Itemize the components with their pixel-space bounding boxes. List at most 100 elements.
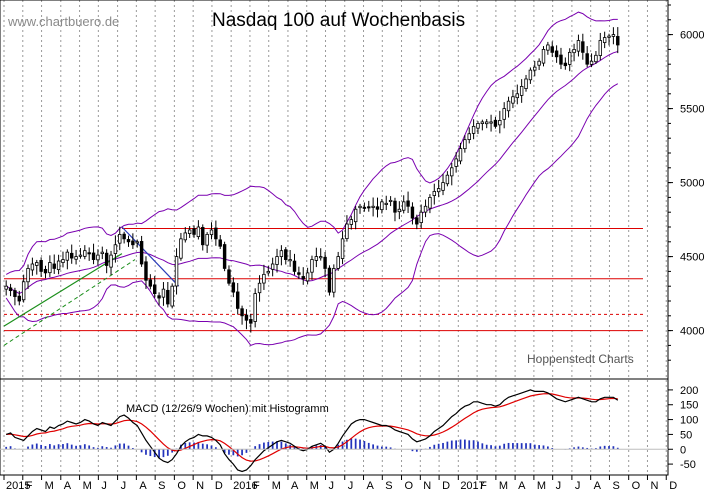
- downtrend-line: [121, 226, 180, 287]
- x-tick-label-10: N: [196, 480, 204, 492]
- candle-body-126: [554, 50, 559, 58]
- x-tick-label-29: J: [556, 480, 562, 492]
- candle-body-82: [362, 206, 367, 209]
- macd-line: [6, 389, 619, 473]
- support-resistance-lines: [4, 227, 643, 332]
- x-tick-label-27: A: [518, 480, 526, 492]
- candle-body-14: [65, 251, 70, 261]
- candle-body-85: [375, 206, 380, 210]
- candle-body-4: [21, 281, 26, 301]
- watermark: www.chartbuero.de: [7, 14, 119, 29]
- candle-body-76: [336, 256, 340, 269]
- x-tick-label-13: F: [253, 480, 260, 492]
- x-tick-label-16: M: [310, 480, 319, 492]
- candle-body-90: [397, 208, 402, 213]
- macd-y-tick-label-5: -50: [680, 459, 696, 471]
- candle-body-92: [406, 200, 410, 207]
- candle-body-17: [78, 254, 83, 257]
- x-tick-label-7: A: [139, 480, 147, 492]
- candle-body-136: [598, 40, 602, 56]
- candle-body-103: [454, 158, 458, 167]
- candle-body-71: [314, 256, 319, 261]
- candle-body-95: [419, 211, 423, 223]
- candle-body-113: [498, 120, 502, 126]
- macd-y-axis: 200 150 100 50 0 -50: [0, 385, 698, 471]
- x-tick-label-26: M: [499, 480, 508, 492]
- candle-body-52: [231, 282, 236, 293]
- candle-body-16: [74, 256, 78, 260]
- candle-body-61: [270, 263, 275, 270]
- candle-body-135: [594, 54, 598, 63]
- x-tick-label-21: O: [405, 480, 414, 492]
- candle-body-127: [559, 54, 563, 65]
- candle-body-51: [227, 269, 231, 284]
- candle-body-57: [253, 293, 257, 322]
- price-y-axis: 4000 4500 5000 5500 6000: [668, 4, 704, 361]
- candle-body-80: [353, 208, 358, 223]
- candle-body-87: [384, 202, 388, 205]
- candle-body-5: [26, 268, 30, 283]
- candle-body-121: [533, 66, 537, 71]
- macd-histogram: [5, 438, 619, 458]
- candle-body-88: [388, 199, 393, 202]
- candle-body-48: [214, 227, 218, 240]
- x-tick-label-28: M: [537, 480, 546, 492]
- candle-body-116: [511, 96, 515, 104]
- x-tick-label-1: F: [26, 480, 33, 492]
- x-tick-label-17: J: [329, 480, 335, 492]
- candle-body-25: [113, 244, 118, 254]
- candle-body-112: [493, 119, 498, 127]
- candle-body-108: [476, 123, 480, 129]
- y-tick-label-0: 4000: [680, 326, 704, 338]
- trend-lines: [3, 226, 180, 346]
- x-tick-label-19: A: [367, 480, 375, 492]
- candle-body-117: [515, 93, 519, 99]
- candle-body-91: [401, 201, 406, 211]
- candle-body-7: [35, 262, 39, 266]
- candle-body-124: [546, 44, 550, 51]
- candle-body-56: [249, 319, 253, 324]
- candle-body-114: [502, 108, 506, 120]
- candle-body-46: [205, 233, 209, 246]
- candle-body-11: [52, 263, 56, 269]
- candle-body-118: [519, 86, 524, 96]
- candle-body-84: [371, 205, 375, 208]
- candle-body-28: [126, 239, 131, 243]
- x-tick-label-6: J: [121, 480, 127, 492]
- candle-body-41: [183, 232, 187, 241]
- candle-body-133: [585, 53, 589, 65]
- candle-body-20: [91, 252, 96, 260]
- candle-body-38: [170, 285, 174, 307]
- candle-body-119: [524, 78, 528, 89]
- candle-body-6: [30, 263, 35, 271]
- candle-body-109: [480, 121, 485, 124]
- candle-body-86: [380, 201, 384, 211]
- candle-body-78: [345, 223, 349, 240]
- candle-body-47: [209, 229, 214, 236]
- candle-body-68: [301, 276, 305, 280]
- credit-label: Hoppenstedt Charts: [527, 352, 634, 366]
- x-tick-label-25: F: [480, 480, 487, 492]
- candle-body-32: [144, 261, 148, 281]
- y-tick-label-2: 5000: [680, 178, 704, 190]
- candle-body-101: [445, 174, 450, 185]
- candle-body-15: [70, 252, 74, 259]
- candle-body-99: [436, 188, 441, 193]
- candle-body-140: [616, 36, 620, 46]
- candle-body-10: [48, 262, 52, 274]
- x-tick-label-33: O: [632, 480, 641, 492]
- candle-body-106: [467, 133, 471, 140]
- candle-body-43: [192, 228, 196, 235]
- y-tick-label-4: 6000: [680, 30, 704, 42]
- candle-body-55: [244, 314, 249, 321]
- candle-body-81: [358, 205, 362, 209]
- x-tick-label-31: A: [594, 480, 602, 492]
- x-tick-label-30: J: [575, 480, 581, 492]
- macd-y-tick-label-0: 200: [680, 385, 698, 397]
- candle-body-30: [135, 241, 139, 244]
- candle-body-27: [122, 233, 126, 240]
- candle-body-1: [8, 287, 13, 292]
- candle-body-26: [118, 233, 122, 244]
- x-tick-label-9: O: [177, 480, 186, 492]
